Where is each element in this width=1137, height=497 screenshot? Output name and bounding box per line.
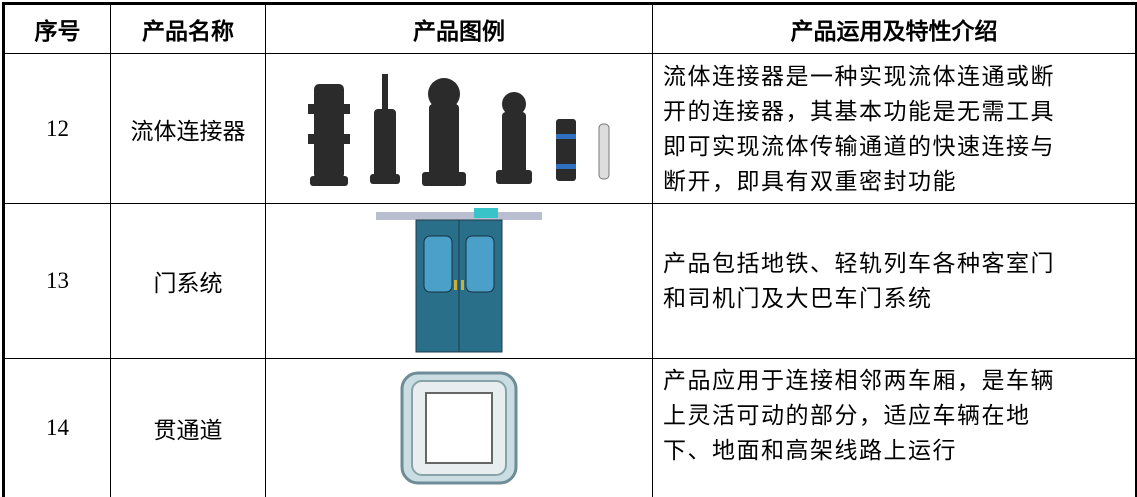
row-number: 13 bbox=[2, 203, 111, 359]
product-description: 产品应用于连接相邻两车厢，是车辆 上灵活可动的部分，适应车辆在地 下、地面和高架… bbox=[652, 358, 1137, 497]
description-line: 产品应用于连接相邻两车厢，是车辆 bbox=[663, 368, 1055, 393]
row-number: 14 bbox=[2, 358, 111, 497]
header-cell: 产品运用及特性介绍 bbox=[652, 2, 1137, 54]
product-name: 贯通道 bbox=[110, 358, 266, 497]
description-line: 即可实现流体传输通道的快速连接与 bbox=[663, 133, 1055, 159]
header-cell: 序号 bbox=[2, 2, 111, 54]
table-row: 14 贯通道 产品应用于连接相邻两车厢，是车辆 上灵活可动的部分，适应车辆在地 … bbox=[2, 358, 1137, 497]
product-name: 门系统 bbox=[110, 203, 266, 359]
header-cell: 产品名称 bbox=[110, 2, 266, 54]
door-illustration bbox=[376, 208, 542, 353]
gangway-illustration bbox=[400, 371, 518, 485]
header-row: 序号 产品名称 产品图例 产品运用及特性介绍 bbox=[2, 2, 1137, 54]
description-line: 断开，即具有双重密封功能 bbox=[663, 168, 957, 194]
description-line: 和司机门及大巴车门系统 bbox=[663, 286, 933, 311]
product-image bbox=[265, 203, 653, 359]
product-name: 流体连接器 bbox=[110, 53, 266, 204]
table-row: 12 流体连接器 流体连接器是一种实现流体连通或断 开的连接器，其基本功能是无需… bbox=[2, 53, 1137, 204]
product-description: 产品包括地铁、轻轨列车各种客室门 和司机门及大巴车门系统 bbox=[652, 203, 1137, 359]
description-line: 开的连接器，其基本功能是无需工具 bbox=[663, 98, 1055, 124]
product-description: 流体连接器是一种实现流体连通或断 开的连接器，其基本功能是无需工具 即可实现流体… bbox=[652, 53, 1137, 204]
header-cell: 产品图例 bbox=[265, 2, 653, 54]
row-number: 12 bbox=[2, 53, 111, 204]
product-image bbox=[265, 53, 653, 204]
description-line: 产品包括地铁、轻轨列车各种客室门 bbox=[663, 251, 1055, 276]
description-line: 下、地面和高架线路上运行 bbox=[663, 438, 957, 463]
description-line: 上灵活可动的部分，适应车辆在地 bbox=[663, 403, 1031, 428]
description-line: 流体连接器是一种实现流体连通或断 bbox=[663, 63, 1055, 89]
connectors-illustration bbox=[308, 73, 610, 186]
table-row: 13 门系统 产品包括地铁、轻轨列车各种客室门 和司机门及大巴车门系统 bbox=[2, 203, 1137, 359]
product-image bbox=[265, 358, 653, 497]
